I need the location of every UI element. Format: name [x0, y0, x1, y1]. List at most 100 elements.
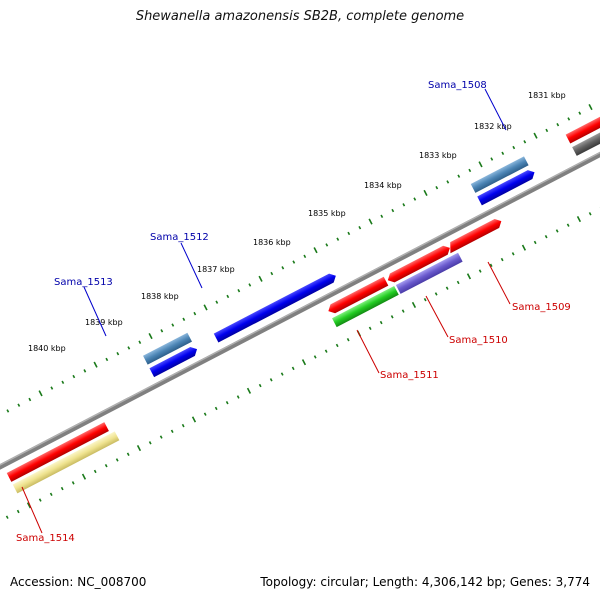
minor-tick-mark [148, 441, 152, 445]
minor-tick-mark [138, 340, 142, 344]
genome-backbone [0, 93, 600, 524]
minor-tick-mark [379, 320, 383, 325]
minor-tick-mark [49, 492, 53, 497]
minor-tick-mark [17, 403, 21, 407]
major-tick-mark [521, 244, 527, 251]
minor-tick-mark [104, 464, 108, 468]
label-sama-1508[interactable]: Sama_1508 [428, 80, 487, 91]
minor-tick-mark [490, 157, 494, 161]
leader-sama-1512 [180, 242, 203, 289]
genome-stats-text: Topology: circular; Length: 4,306,142 bp… [260, 575, 590, 589]
minor-tick-mark [325, 243, 329, 247]
gene-sama-1508-bar[interactable] [470, 156, 529, 193]
minor-tick-mark [83, 369, 87, 373]
major-tick-mark [533, 132, 538, 139]
major-tick-mark [93, 361, 98, 368]
minor-tick-mark [50, 386, 54, 390]
tick-label-1838: 1838 kbp [141, 292, 179, 301]
minor-tick-mark [6, 409, 10, 413]
tick-label-1832: 1832 kbp [474, 122, 512, 131]
gene-red-mid-arrow[interactable] [326, 276, 389, 316]
major-tick-mark [478, 161, 483, 168]
accession-text: Accession: NC_008700 [10, 575, 147, 589]
leader-sama-1513 [83, 286, 107, 337]
minor-tick-mark [237, 289, 241, 293]
minor-tick-mark [60, 486, 64, 491]
minor-tick-mark [391, 208, 395, 213]
label-sama-1511[interactable]: Sama_1511 [380, 370, 439, 381]
minor-tick-mark [578, 111, 582, 115]
minor-tick-mark [368, 326, 372, 330]
gene-sama-1513-arrow[interactable] [149, 345, 199, 378]
leader-sama-1508 [484, 88, 507, 131]
minor-tick-mark [16, 509, 20, 514]
minor-tick-mark [171, 323, 175, 327]
minor-tick-mark [346, 338, 350, 342]
gene-sama-1510-top-arrow[interactable] [385, 243, 452, 284]
minor-tick-mark [335, 343, 339, 348]
label-sama-1514[interactable]: Sama_1514 [16, 533, 75, 544]
gene-gray-partial[interactable] [572, 128, 600, 156]
gene-sama-1509-arrow[interactable] [446, 217, 504, 254]
major-tick-mark [313, 247, 318, 254]
gene-sama-1508-arrow[interactable] [477, 168, 537, 206]
gene-sama-1510-bar[interactable] [395, 252, 463, 294]
minor-tick-mark [159, 435, 163, 439]
gene-sama-1514-bar[interactable] [12, 431, 120, 494]
lower-tick-row [5, 206, 600, 519]
label-sama-1513[interactable]: Sama_1513 [54, 277, 113, 288]
major-tick-mark [301, 359, 307, 366]
minor-tick-mark [380, 214, 384, 218]
tick-label-1835: 1835 kbp [308, 209, 346, 218]
minor-tick-mark [456, 280, 460, 285]
major-tick-mark [246, 387, 252, 394]
major-tick-mark [203, 304, 208, 311]
major-tick-mark [368, 218, 373, 225]
minor-tick-mark [588, 212, 592, 216]
minor-tick-mark [281, 266, 285, 270]
gene-sama-1513-bar[interactable] [143, 332, 192, 365]
minor-tick-mark [71, 481, 75, 485]
minor-tick-mark [501, 151, 505, 155]
gene-sama-1514-red-bar[interactable] [6, 422, 109, 482]
minor-tick-mark [555, 229, 559, 233]
label-sama-1512[interactable]: Sama_1512 [150, 232, 209, 243]
minor-tick-mark [468, 168, 472, 173]
minor-tick-mark [478, 269, 482, 273]
minor-tick-mark [258, 383, 262, 388]
label-sama-1510[interactable]: Sama_1510 [449, 335, 508, 346]
minor-tick-mark [313, 355, 317, 359]
label-sama-1509[interactable]: Sama_1509 [512, 302, 571, 313]
minor-tick-mark [401, 309, 405, 313]
major-tick-mark [258, 275, 263, 282]
minor-tick-mark [225, 401, 229, 405]
minor-tick-mark [182, 317, 186, 322]
tick-label-1833: 1833 kbp [419, 151, 457, 160]
minor-tick-mark [126, 452, 130, 456]
gene-sama-1511-bar[interactable] [332, 285, 399, 328]
minor-tick-mark [72, 374, 76, 379]
minor-tick-mark [215, 300, 219, 304]
gene-red-partial[interactable] [565, 116, 600, 144]
minor-tick-mark [214, 406, 218, 411]
minor-tick-mark [61, 380, 65, 385]
minor-tick-mark [105, 357, 109, 362]
major-tick-mark [588, 104, 593, 111]
minor-tick-mark [303, 254, 307, 259]
leader-sama-1510 [425, 295, 449, 338]
minor-tick-mark [116, 351, 120, 356]
minor-tick-mark [226, 294, 230, 299]
gene-sama-1512-arrow[interactable] [213, 271, 338, 343]
minor-tick-mark [170, 429, 174, 434]
minor-tick-mark [270, 271, 274, 276]
minor-tick-mark [291, 366, 295, 371]
minor-tick-mark [28, 397, 32, 402]
minor-tick-mark [324, 349, 328, 353]
minor-tick-mark [236, 395, 240, 399]
major-tick-mark [576, 216, 582, 223]
tick-label-1839: 1839 kbp [85, 318, 123, 327]
minor-tick-mark [336, 237, 340, 241]
tick-label-1840: 1840 kbp [28, 344, 66, 353]
